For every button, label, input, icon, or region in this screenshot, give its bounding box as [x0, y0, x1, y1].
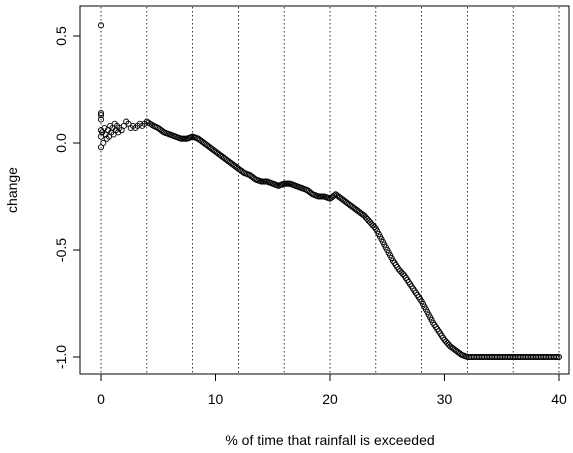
y-axis-label: change [4, 167, 20, 213]
data-point [331, 192, 338, 199]
data-points [97, 22, 563, 361]
x-tick-label: 30 [437, 391, 453, 407]
data-point [100, 139, 107, 147]
y-axis: 0.5 0.0 -0.5 -1.0 [53, 26, 81, 369]
data-point [97, 116, 105, 123]
data-point [554, 353, 561, 361]
x-tick-label: 10 [208, 391, 224, 407]
data-point [552, 353, 559, 361]
x-tick-label: 20 [322, 391, 338, 407]
y-tick-label: 0.5 [53, 26, 69, 46]
data-point [555, 353, 563, 361]
data-point [399, 271, 407, 278]
data-point [97, 109, 105, 117]
x-tick-label: 40 [551, 391, 567, 407]
plot-frame [79, 5, 570, 375]
x-axis-label: % of time that rainfall is exceeded [225, 432, 434, 448]
y-tick-label: -0.5 [53, 238, 69, 262]
data-point [97, 22, 105, 29]
y-tick-label: 0.0 [53, 133, 69, 153]
data-point [371, 223, 378, 231]
x-axis: 0 10 20 30 40 [97, 373, 567, 407]
y-tick-label: -1.0 [53, 345, 69, 369]
data-point [97, 112, 105, 119]
x-tick-label: 0 [97, 391, 105, 407]
vertical-gridlines [100, 7, 560, 373]
